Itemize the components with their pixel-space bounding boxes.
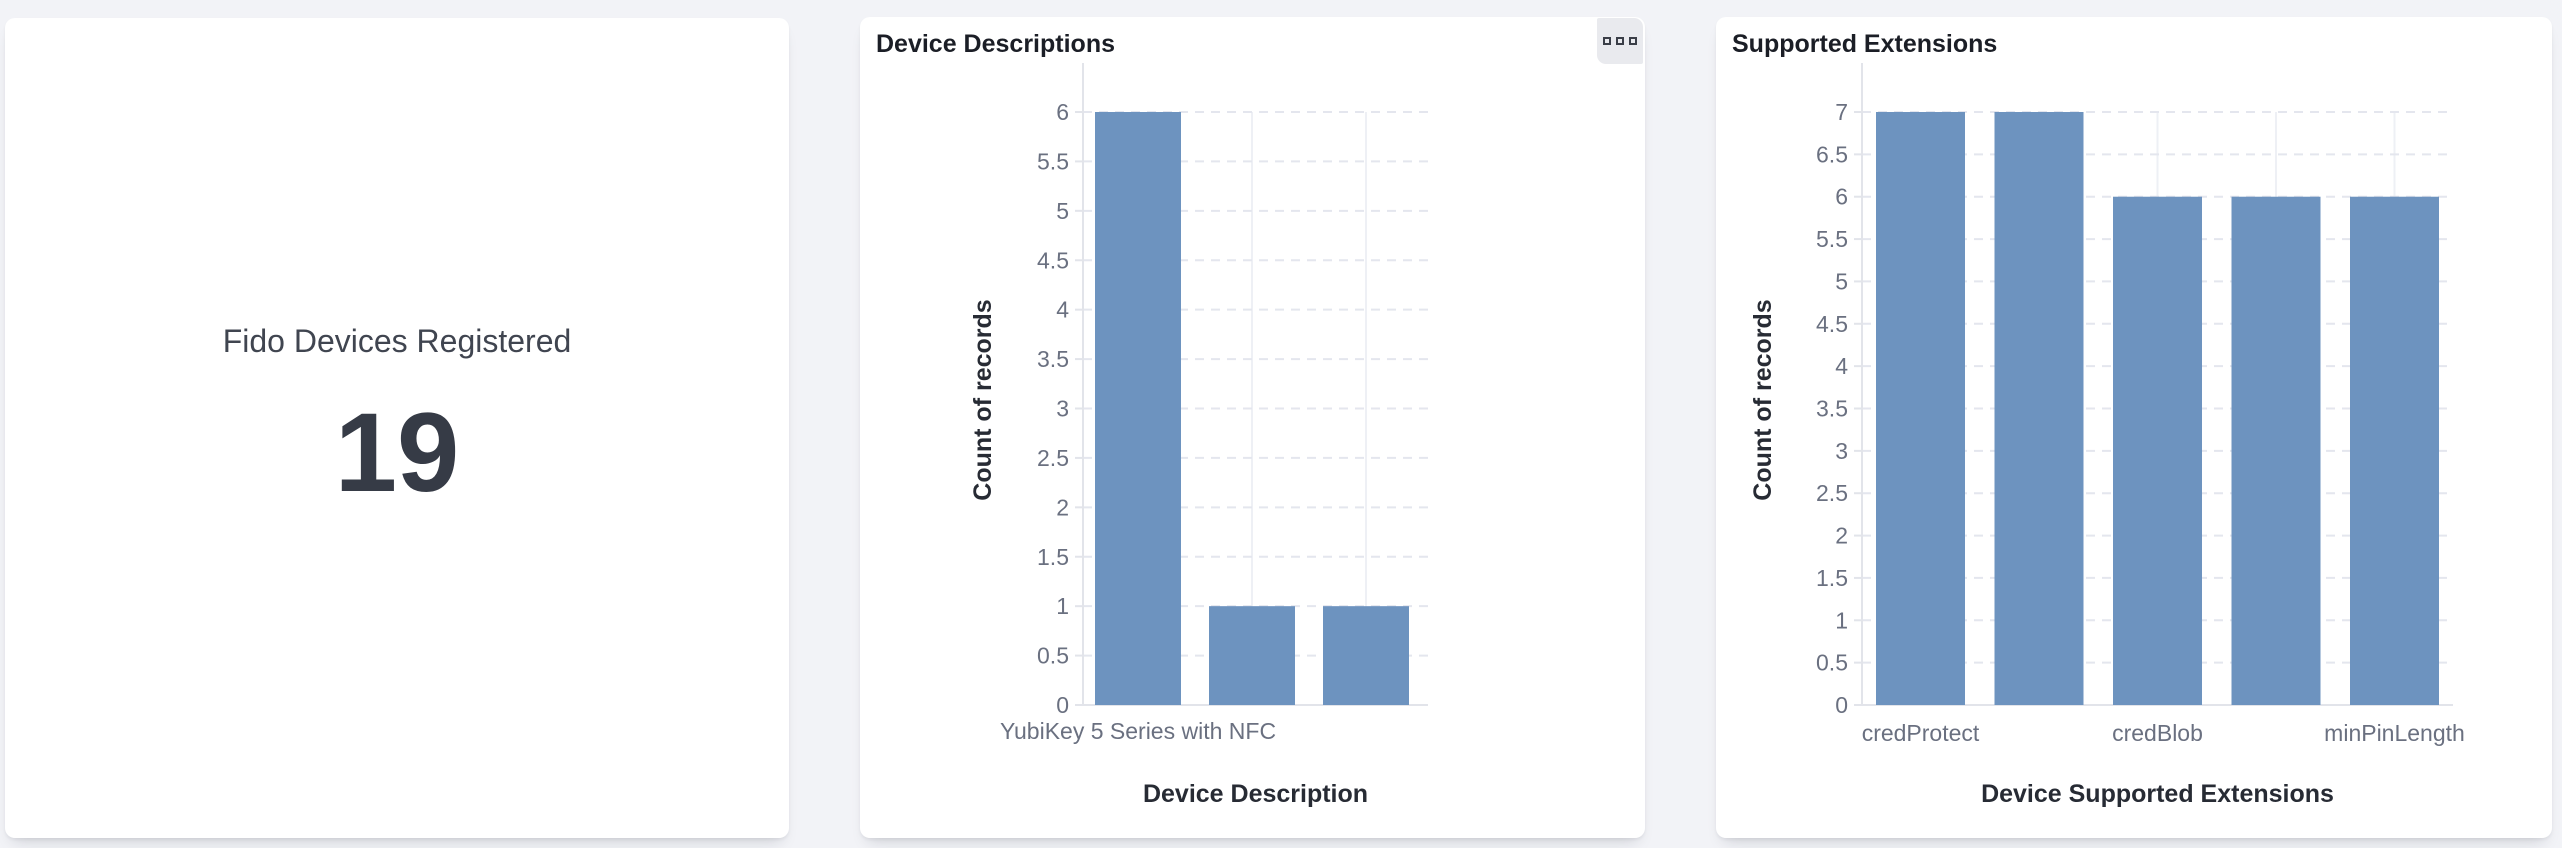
y-tick-label: 6 [1056, 99, 1069, 125]
x-axis-title: Device Description [1143, 780, 1368, 808]
x-tick-label: minPinLength [2324, 720, 2465, 746]
y-tick-label: 0.5 [1037, 643, 1069, 669]
chart-title: Supported Extensions [1732, 30, 1998, 58]
bar-category-2[interactable] [1209, 606, 1295, 705]
bar-credBlob[interactable] [2113, 196, 2202, 705]
y-tick-label: 0 [1835, 692, 1848, 718]
x-tick-label: credBlob [2112, 720, 2203, 746]
y-axis-title: Count of records [969, 299, 997, 500]
y-tick-label: 5 [1835, 268, 1848, 294]
bar-YubiKey 5 Series with NFC[interactable] [1095, 112, 1181, 705]
y-tick-label: 4 [1835, 353, 1848, 379]
y-tick-label: 3 [1835, 438, 1848, 464]
y-tick-label: 1 [1835, 607, 1848, 633]
x-tick-labels: credProtect credBlob minPinLength [1862, 720, 2465, 746]
y-tick-labels: 0 0.5 1 1.5 2 2.5 3 3.5 4 4.5 5 5.5 6 6.5 7 [1816, 99, 1848, 718]
y-tick-label: 0 [1056, 692, 1069, 718]
kpi-content: Fido Devices Registered 19 [5, 323, 789, 509]
bar-category-2[interactable] [1994, 112, 2084, 705]
y-tick-label: 2 [1056, 494, 1069, 520]
x-tick-labels: YubiKey 5 Series with NFC [1000, 718, 1276, 744]
y-tick-label: 3.5 [1816, 396, 1848, 422]
chart-title: Device Descriptions [876, 30, 1115, 58]
y-axis-title: Count of records [1749, 299, 1777, 500]
y-tick-label: 1.5 [1037, 544, 1069, 570]
x-tick-label: YubiKey 5 Series with NFC [1000, 718, 1276, 744]
y-tick-label: 2.5 [1037, 445, 1069, 471]
kpi-value: 19 [334, 390, 460, 515]
grid-squares-menu-icon [1603, 37, 1637, 45]
chart-svg: 0 0.5 1 1.5 2 2.5 3 3.5 4 4.5 5 5.5 6 6.5 7 credProtect… [1749, 63, 2465, 808]
device-descriptions-bar-chart: 0 0.5 1 1.5 2 2.5 3 3.5 4 4.5 5 5.5 6 YubiKey 5 Serie… [860, 17, 1645, 838]
bar-category-4[interactable] [2231, 196, 2321, 705]
y-tick-label: 2 [1835, 523, 1848, 549]
y-tick-label: 6 [1835, 184, 1848, 210]
y-tick-label: 7 [1835, 99, 1848, 125]
bar-category-3[interactable] [1323, 606, 1409, 705]
chart-card-supported-extensions: Supported Extensions 0 0.5 1 1.5 2 2.5 3 3.5 4 4.… [1716, 17, 2552, 838]
bars [1876, 112, 2439, 705]
chart-svg: 0 0.5 1 1.5 2 2.5 3 3.5 4 4.5 5 5.5 6 YubiKey 5 Serie… [969, 63, 1428, 808]
y-tick-label: 6.5 [1816, 141, 1848, 167]
y-tick-label: 5.5 [1037, 148, 1069, 174]
bars [1095, 112, 1409, 705]
y-tick-label: 5 [1056, 198, 1069, 224]
y-tick-label: 5.5 [1816, 226, 1848, 252]
chart-options-menu-button[interactable] [1597, 18, 1643, 64]
y-tick-label: 1 [1056, 593, 1069, 619]
y-tick-label: 3.5 [1037, 346, 1069, 372]
y-tick-label: 4.5 [1037, 247, 1069, 273]
y-tick-label: 2.5 [1816, 480, 1848, 506]
x-tick-label: credProtect [1862, 720, 1980, 746]
y-tick-label: 4.5 [1816, 311, 1848, 337]
chart-card-device-descriptions: Device Descriptions 0 0.5 1 1.5 2 2.5 3 3.5 4 4.5… [860, 17, 1645, 838]
y-tick-labels: 0 0.5 1 1.5 2 2.5 3 3.5 4 4.5 5 5.5 6 [1037, 99, 1069, 718]
bar-minPinLength[interactable] [2350, 196, 2439, 705]
bar-credProtect[interactable] [1876, 112, 1965, 705]
supported-extensions-bar-chart: 0 0.5 1 1.5 2 2.5 3 3.5 4 4.5 5 5.5 6 6.5 7 credProtect… [1716, 17, 2552, 838]
y-tick-label: 0.5 [1816, 650, 1848, 676]
kpi-card-fido-devices: Fido Devices Registered 19 [5, 18, 789, 838]
kpi-label: Fido Devices Registered [222, 323, 572, 359]
y-tick-label: 1.5 [1816, 565, 1848, 591]
y-tick-label: 3 [1056, 396, 1069, 422]
y-tick-label: 4 [1056, 297, 1069, 323]
x-axis-title: Device Supported Extensions [1981, 780, 2334, 808]
